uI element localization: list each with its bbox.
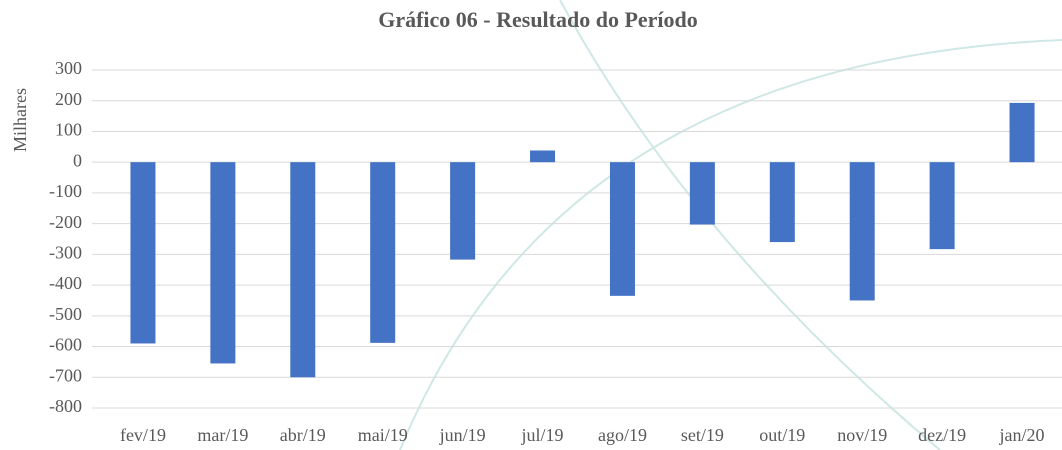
bar [929,162,955,250]
x-tick-label: dez/19 [918,425,966,445]
x-tick-label: fev/19 [120,425,166,445]
y-tick-label: -500 [49,304,82,324]
bar [689,162,715,225]
bar [1009,102,1035,163]
bar [130,162,156,344]
y-tick-label: -100 [49,181,82,201]
x-tick-label: ago/19 [598,425,647,445]
bar [450,162,476,260]
y-tick-label: -800 [49,396,82,416]
x-tick-label: mar/19 [197,425,248,445]
bar [849,162,875,301]
x-tick-label: set/19 [681,425,724,445]
x-tick-label: jun/19 [439,425,486,445]
bar [370,162,396,343]
bar [609,162,635,296]
x-tick-label: abr/19 [280,425,326,445]
x-tick-label: out/19 [759,425,805,445]
x-tick-label: jan/20 [999,425,1045,445]
decoration [559,0,941,450]
x-tick-label: jul/19 [521,425,564,445]
y-tick-label: 200 [55,89,82,109]
bar [530,150,556,163]
y-tick-label: -700 [49,365,82,385]
x-tick-label: mai/19 [358,425,408,445]
y-tick-label: -300 [49,242,82,262]
decoration [399,39,1062,450]
y-tick-label: 300 [55,58,82,78]
x-tick-label: nov/19 [837,425,887,445]
y-tick-label: -400 [49,273,82,293]
y-tick-label: 100 [55,120,82,140]
y-tick-label: -600 [49,335,82,355]
y-tick-label: 0 [73,150,82,170]
bar [769,162,795,243]
bar [210,162,236,364]
y-tick-label: -200 [49,212,82,232]
chart-title: Gráfico 06 - Resultado do Período [378,7,698,32]
bar [290,162,316,378]
y-axis-label: Milhares [10,88,30,152]
